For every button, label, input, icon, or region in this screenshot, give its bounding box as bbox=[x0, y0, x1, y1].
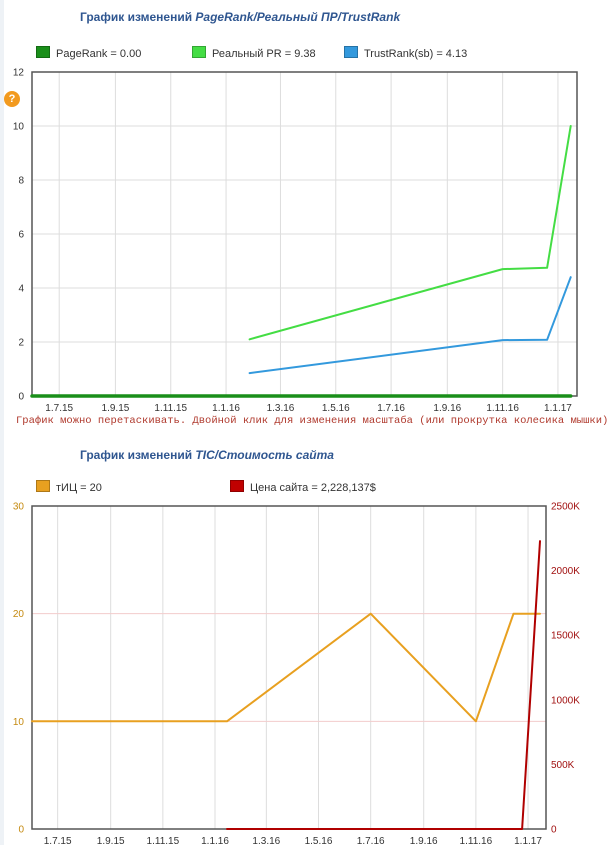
legend-swatch-trustrank bbox=[344, 46, 358, 58]
legend-label-site-price: Цена сайта = 2,228,137$ bbox=[250, 482, 376, 494]
x-tick-label: 1.7.16 bbox=[357, 836, 385, 845]
legend-swatch-real-pr bbox=[192, 46, 206, 58]
y2-tick-label: 500K bbox=[551, 760, 575, 771]
y2-tick-label: 0 bbox=[551, 825, 557, 836]
chart2-title: График изменений ТIC/Стоимость сайта bbox=[80, 448, 334, 462]
legend-label-pagerank: PageRank = 0.00 bbox=[56, 48, 142, 60]
legend-label-trustrank: TrustRank(sb) = 4.13 bbox=[364, 48, 468, 60]
legend-swatch-tic bbox=[36, 480, 50, 492]
y-tick-label: 12 bbox=[13, 68, 25, 79]
legend-site-price[interactable]: Цена сайта = 2,228,137$ bbox=[230, 480, 376, 494]
x-tick-label: 1.11.16 bbox=[486, 403, 519, 414]
x-tick-label: 1.5.16 bbox=[305, 836, 333, 845]
series-line bbox=[248, 276, 572, 375]
x-tick-label: 1.11.15 bbox=[154, 403, 187, 414]
legend-real-pr[interactable]: Реальный PR = 9.38 bbox=[192, 46, 316, 60]
page-left-rail bbox=[0, 0, 4, 845]
x-tick-label: 1.5.16 bbox=[322, 403, 350, 414]
plot-frame bbox=[31, 505, 547, 830]
x-tick-label: 1.1.17 bbox=[514, 836, 542, 845]
y2-tick-label: 2000K bbox=[551, 566, 580, 577]
x-tick-label: 1.9.16 bbox=[433, 403, 461, 414]
y-tick-label: 2 bbox=[18, 338, 24, 349]
series-line bbox=[226, 540, 541, 830]
x-tick-label: 1.9.16 bbox=[410, 836, 438, 845]
y-tick-label: 20 bbox=[13, 609, 25, 620]
legend-pagerank[interactable]: PageRank = 0.00 bbox=[36, 46, 141, 60]
legend-swatch-pagerank bbox=[36, 46, 50, 58]
x-tick-label: 1.9.15 bbox=[97, 836, 125, 845]
y-tick-label: 10 bbox=[13, 717, 25, 728]
x-tick-label: 1.3.16 bbox=[267, 403, 295, 414]
y-tick-label: 6 bbox=[18, 230, 24, 241]
y-tick-label: 30 bbox=[13, 502, 25, 513]
x-tick-label: 1.9.15 bbox=[102, 403, 130, 414]
x-tick-label: 1.7.16 bbox=[377, 403, 405, 414]
x-tick-label: 1.11.16 bbox=[460, 836, 493, 845]
y-tick-label: 4 bbox=[18, 284, 24, 295]
y2-tick-label: 1000K bbox=[551, 695, 580, 706]
y-tick-label: 0 bbox=[18, 392, 24, 403]
series-line bbox=[31, 612, 541, 723]
series-line bbox=[248, 125, 572, 341]
x-tick-label: 1.3.16 bbox=[252, 836, 280, 845]
y-tick-label: 8 bbox=[18, 176, 24, 187]
legend-tic[interactable]: тИЦ = 20 bbox=[36, 480, 102, 494]
legend-trustrank[interactable]: TrustRank(sb) = 4.13 bbox=[344, 46, 467, 60]
x-tick-label: 1.11.15 bbox=[147, 836, 180, 845]
y-tick-label: 10 bbox=[13, 122, 25, 133]
y2-tick-label: 2500K bbox=[551, 502, 580, 513]
x-tick-label: 1.7.15 bbox=[45, 403, 73, 414]
x-tick-label: 1.1.16 bbox=[212, 403, 240, 414]
chart1-title: График изменений PageRank/Реальный ПР/Tr… bbox=[80, 10, 401, 24]
legend-swatch-site-price bbox=[230, 480, 244, 492]
legend-label-real-pr: Реальный PR = 9.38 bbox=[212, 48, 316, 60]
y-tick-label: 0 bbox=[18, 825, 24, 836]
x-tick-label: 1.7.15 bbox=[44, 836, 72, 845]
legend-label-tic: тИЦ = 20 bbox=[56, 482, 102, 494]
drag-hint: График можно перетаскивать. Двойной клик… bbox=[16, 415, 607, 427]
x-tick-label: 1.1.17 bbox=[544, 403, 572, 414]
y2-tick-label: 1500K bbox=[551, 631, 580, 642]
x-tick-label: 1.1.16 bbox=[201, 836, 229, 845]
help-icon[interactable]: ? bbox=[4, 91, 20, 107]
